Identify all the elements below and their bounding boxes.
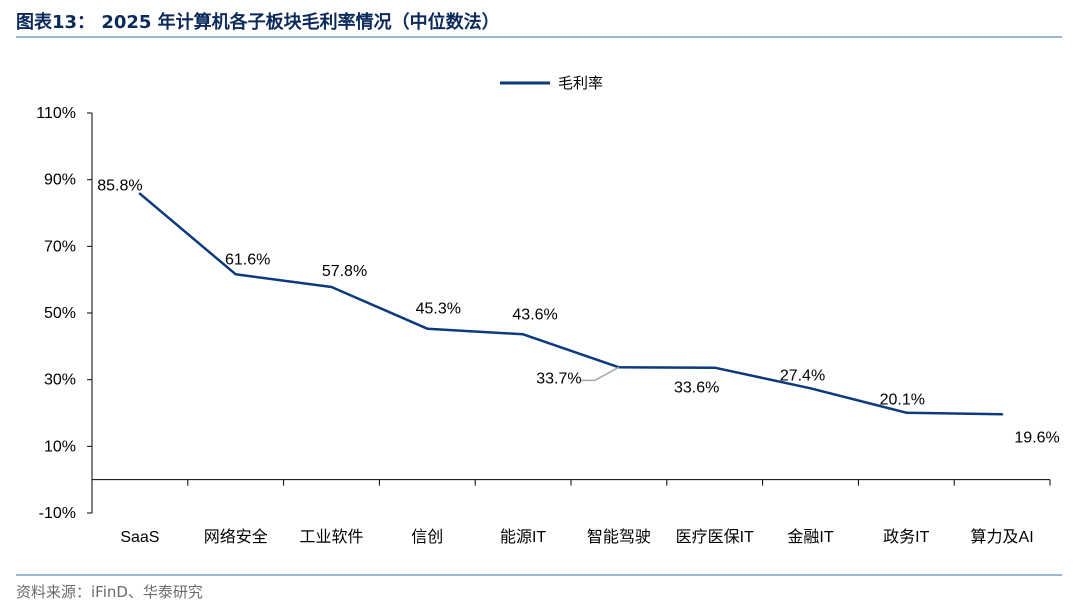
chart-area: -10% 10% 30% 50% 70% 90% 110% SaaS 网络安全 工业软件 信创 能源I… — [0, 38, 1080, 573]
figure-header: 图表13： 2025 年计算机各子板块毛利率情况（中位数法） — [16, 6, 1062, 38]
data-label: 27.4% — [780, 367, 825, 384]
y-tick-label: 50% — [44, 305, 76, 322]
data-label: 61.6% — [225, 251, 270, 268]
series-line-毛利率 — [139, 192, 1003, 416]
data-point — [713, 366, 716, 369]
data-label: 57.8% — [322, 263, 367, 280]
figure-footer: 资料来源：iFinD、华泰研究 — [16, 574, 1062, 601]
data-label: 43.6% — [512, 306, 557, 323]
x-tick-label: 金融IT — [787, 528, 833, 546]
data-point — [809, 387, 812, 390]
x-tick-label: 能源IT — [500, 528, 546, 546]
y-tick-label: 30% — [44, 372, 76, 389]
data-label: 33.6% — [674, 380, 719, 397]
data-point — [138, 192, 142, 195]
x-tick-label: 工业软件 — [299, 528, 363, 546]
figure-title: 图表13： 2025 年计算机各子板块毛利率情况（中位数法） — [16, 12, 500, 33]
y-tick-label: 90% — [44, 172, 76, 189]
data-point — [521, 333, 525, 336]
x-tick-label: 医疗医保IT — [676, 528, 754, 546]
y-tick-label: -10% — [39, 505, 76, 522]
x-tick-label: 网络安全 — [204, 527, 268, 546]
data-point — [1000, 413, 1004, 416]
data-label: 33.7% — [536, 370, 581, 387]
x-tick-label: 算力及AI — [971, 527, 1034, 546]
source-note: 资料来源：iFinD、华泰研究 — [16, 583, 203, 601]
data-point — [905, 411, 908, 414]
data-label: 85.8% — [97, 178, 142, 195]
data-label: 45.3% — [416, 301, 461, 318]
line-chart: -10% 10% 30% 50% 70% 90% 110% SaaS 网络安全 工业软件 信创 能源I… — [36, 75, 1060, 546]
x-tick-label: 信创 — [411, 528, 443, 546]
x-tick-label: 政务IT — [883, 528, 929, 546]
y-tick-label: 10% — [44, 438, 76, 455]
x-tick-label: SaaS — [120, 529, 159, 546]
data-label: 19.6% — [1014, 429, 1059, 446]
y-tick-label: 110% — [36, 105, 76, 122]
data-point — [426, 327, 429, 330]
data-label-leader — [580, 366, 620, 382]
data-label: 20.1% — [880, 392, 925, 409]
x-tick-label: 智能驾驶 — [587, 528, 651, 546]
y-tick-label: 70% — [44, 238, 76, 255]
legend-label: 毛利率 — [558, 75, 603, 92]
data-point — [234, 273, 237, 276]
data-point — [330, 285, 333, 289]
